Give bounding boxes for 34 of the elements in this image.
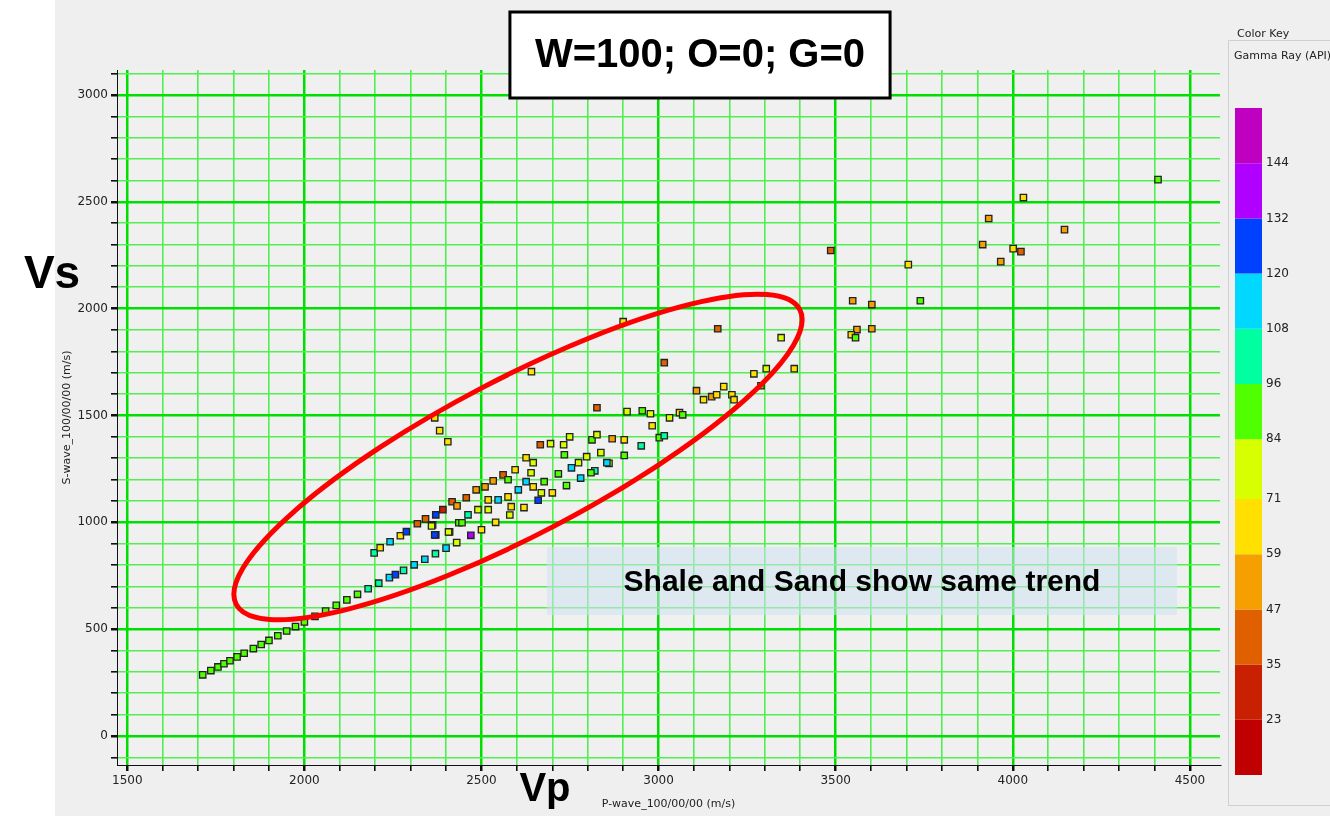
y-tick-label: 1500	[77, 407, 108, 422]
annotation: Vp	[519, 765, 571, 810]
x-tick-label: 1500	[112, 773, 143, 788]
text: Color Key	[1237, 26, 1290, 40]
x-tick-label: 3000	[643, 773, 674, 788]
chart-title: W=100; O=0; G=0	[534, 31, 866, 76]
y-tick-label: 0	[100, 728, 108, 743]
color-bar-label: 23	[1266, 711, 1282, 726]
text: Vs	[23, 245, 81, 298]
color-bar-label: 108	[1266, 320, 1289, 335]
color-bar-label: 35	[1266, 656, 1282, 671]
y-axis-title: S-wave_100/00/00 (m/s)	[60, 350, 74, 485]
y-tick-label: 2500	[77, 193, 108, 208]
x-axis-title: P-wave_100/00/00 (m/s)	[601, 797, 736, 811]
text-box: Shale and Sand show same trend	[547, 547, 1177, 615]
x-tick-label: 2500	[466, 773, 497, 788]
color-bar-label: 47	[1266, 601, 1282, 616]
color-bar-label: 59	[1266, 546, 1282, 561]
annotation: Shale and Sand show same trend	[623, 564, 1101, 598]
y-tick-label: 500	[85, 621, 108, 636]
y-tick-label: 1000	[77, 514, 108, 529]
x-tick-label: 3500	[820, 773, 851, 788]
color-bar-label: 144	[1266, 155, 1289, 170]
x-tick-label: 4500	[1174, 773, 1206, 788]
x-tick-label: 2000	[289, 773, 320, 788]
color-bar-title: Gamma Ray (API)	[1234, 48, 1330, 62]
color-bar-label: 84	[1266, 431, 1282, 446]
y-tick-label: 2000	[77, 300, 108, 315]
color-bar-label: 120	[1266, 265, 1289, 280]
x-tick-label: 4000	[997, 773, 1029, 788]
color-bar-label: 96	[1266, 376, 1282, 391]
y-tick-label: 3000	[77, 87, 108, 102]
color-bar-label: 132	[1266, 210, 1289, 225]
color-bar-label: 71	[1266, 491, 1282, 506]
